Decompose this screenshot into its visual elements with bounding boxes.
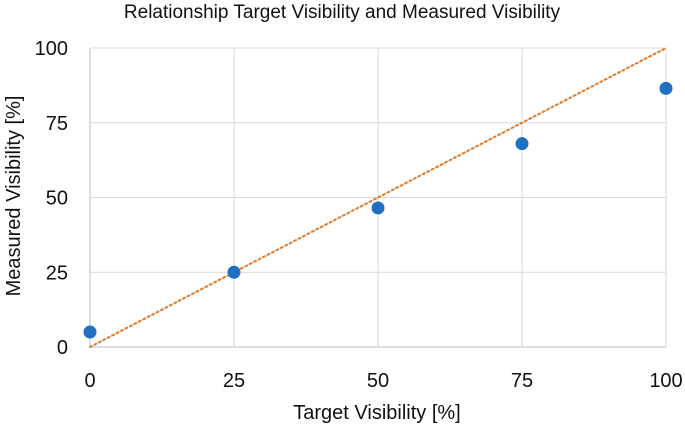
tick-labels: 0 25 50 75 100 0 25 50 75 100 (35, 38, 683, 392)
x-tick-label: 100 (649, 370, 682, 392)
y-tick-label: 0 (57, 337, 68, 359)
data-point (371, 201, 385, 215)
data-point (227, 265, 241, 279)
x-axis-label: Target Visibility [%] (293, 402, 460, 424)
data-point (83, 325, 97, 339)
y-axis-label: Measured Visibility [%] (3, 96, 25, 297)
grid-lines (89, 47, 667, 348)
data-point (659, 81, 673, 95)
y-tick-label: 75 (46, 113, 68, 135)
x-tick-label: 25 (223, 370, 245, 392)
series-layer (83, 47, 673, 348)
x-tick-label: 0 (84, 370, 95, 392)
x-tick-label: 75 (511, 370, 533, 392)
data-point (515, 137, 529, 151)
chart-title: Relationship Target Visibility and Measu… (124, 2, 561, 23)
x-tick-label: 50 (367, 370, 389, 392)
y-tick-label: 25 (46, 262, 68, 284)
reference-line (89, 47, 667, 348)
y-tick-label: 50 (46, 188, 68, 210)
y-tick-label: 100 (35, 38, 68, 60)
